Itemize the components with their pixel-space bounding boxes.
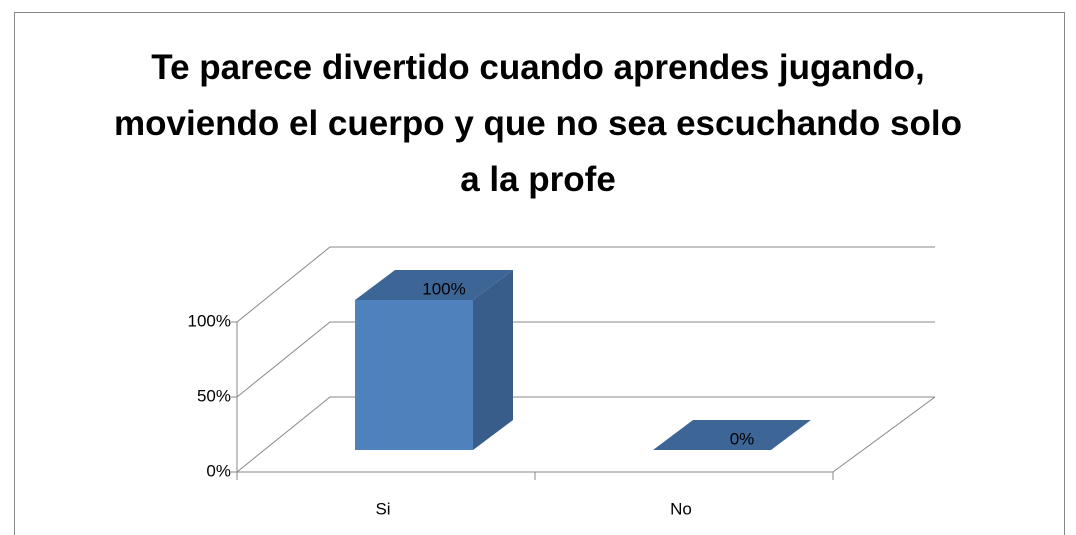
floor-edge <box>832 396 936 473</box>
grid-line <box>236 321 935 398</box>
y-tick-label: 50% <box>197 386 231 405</box>
grid-line <box>236 396 935 473</box>
grid-line <box>236 246 935 323</box>
bar-top <box>355 270 513 300</box>
data-label: 100% <box>422 279 465 298</box>
chart-border <box>14 12 1065 535</box>
bar <box>355 300 473 450</box>
chart-title: Te parece divertido cuando aprendes juga… <box>114 48 982 199</box>
y-tick-label: 0% <box>206 461 231 480</box>
bar-side <box>473 270 513 450</box>
bar-top <box>653 420 811 450</box>
x-tick-label: No <box>670 499 692 518</box>
x-tick-label: Si <box>375 499 390 518</box>
y-tick-label: 100% <box>188 311 231 330</box>
data-label: 0% <box>730 429 755 448</box>
